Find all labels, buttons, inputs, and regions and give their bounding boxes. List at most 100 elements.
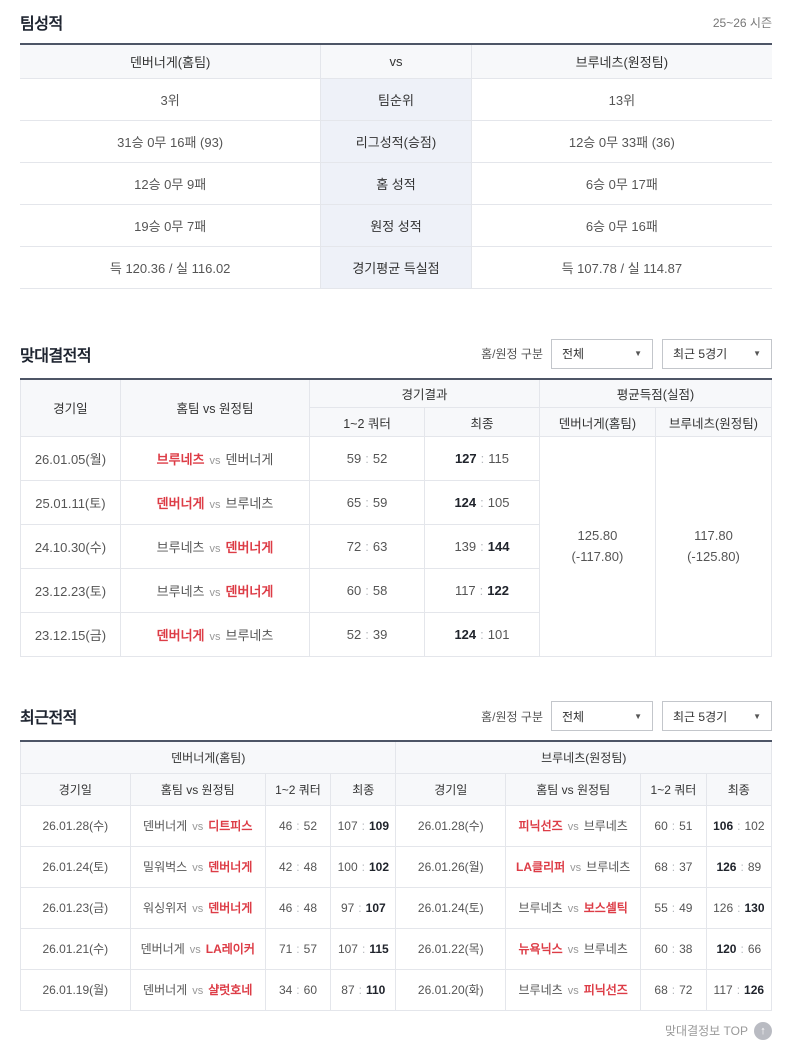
vs-label: vs [209,631,221,643]
recent-game-count-filter-select[interactable]: 최근 5경기 ▼ [662,701,772,731]
quarter-score-cell: 60:51 [640,804,707,847]
score-separator: : [365,627,369,642]
away-final-score: 101 [487,627,510,642]
score-separator: : [671,900,676,915]
away-team-group-header: 브루네츠(원정팀) [395,741,772,774]
matchup-cell: 피닉선즈 vs 브루네츠 [505,804,642,847]
home-quarter-score: 65 [346,495,362,510]
away-final-score: 130 [744,900,765,915]
matchup-cell: 덴버너게 vs 디트피스 [129,804,266,847]
away-final-score: 144 [487,539,510,554]
quarter-score-cell: 65:59 [309,480,426,525]
quarter-score-cell: 60:38 [640,927,707,970]
h2h-game-count-filter-select[interactable]: 최근 5경기 ▼ [662,338,772,369]
scroll-top-button[interactable]: ↑ [754,1021,772,1040]
team-stats-row: 12승 0무 9패 홈 성적 6승 0무 17패 [20,161,772,205]
match-date: 26.01.24(토) [395,886,507,929]
h2h-home-away-filter-select[interactable]: 전체 ▼ [551,338,653,369]
final-score-cell: 100:102 [330,845,397,888]
away-team-name: 덴버너게 [225,540,274,555]
chevron-down-icon: ▼ [753,711,761,721]
selected-value: 최근 5경기 [673,347,728,361]
match-date: 26.01.28(수) [20,804,131,847]
home-team-name: 피닉선즈 [518,819,563,833]
away-league-record: 12승 0무 33패 (36) [471,119,772,163]
final-score-cell: 126:89 [705,845,773,888]
home-team-name: 워싱위저 [143,901,188,915]
vs-header: vs [320,44,472,79]
team-stats-header-row: 덴버너게(홈팀) vs 브루네츠(원정팀) [20,44,772,79]
away-quarter-score: 49 [679,900,693,915]
away-quarter-score: 57 [303,941,317,956]
home-final-score: 124 [454,627,477,642]
match-date: 26.01.20(화) [395,968,507,1011]
h2h-row: 23.12.15(금) 덴버너게 vs 브루네츠 52:39 124:101 [20,612,772,657]
home-avg-column-header: 덴버너게(홈팀) [538,407,656,437]
score-separator: : [671,818,676,833]
away-quarter-score: 63 [372,539,388,554]
home-quarter-score: 59 [346,451,362,466]
home-final-score: 120 [716,941,737,956]
home-final-score: 139 [454,539,477,554]
final-score-cell: 87:110 [330,968,397,1011]
score-separator: : [358,900,362,915]
quarter-column-header: 1~2 쿼터 [309,407,426,437]
chevron-down-icon: ▼ [634,349,642,358]
h2h-row: 25.01.11(토) 덴버너게 vs 브루네츠 65:59 124:105 [20,480,772,525]
quarter-score-cell: 60:58 [309,568,426,613]
matchup-column-header: 홈팀 vs 원정팀 [505,773,642,806]
recent-row: 26.01.19(월) 덴버너게 vs 샬럿호네 34:60 87:110 26.0… [20,968,773,1011]
selected-value: 전체 [562,709,585,724]
score-separator: : [736,982,741,997]
vs-label: vs [192,821,204,833]
result-group-header: 경기결과 [309,378,540,408]
away-final-score: 110 [365,982,386,997]
score-separator: : [361,859,365,874]
score-separator: : [479,583,484,598]
score-separator: : [296,900,300,915]
score-separator: : [737,818,741,833]
quarter-score-cell: 52:39 [309,612,426,657]
away-quarter-score: 58 [372,583,388,598]
home-team-name: LA클리퍼 [516,860,566,874]
home-league-record: 31승 0무 16패 (93) [20,119,321,163]
home-team-name: 뉴욕닉스 [518,942,563,956]
away-final-score: 115 [488,451,509,466]
matchup-cell: 브루네츠 vs 덴버너게 [119,524,311,569]
recent-column-header-row: 경기일 홈팀 vs 원정팀 1~2 쿼터 최종 경기일 홈팀 vs 원정팀 1~… [20,773,773,806]
recent-home-away-filter-select[interactable]: 전체 ▼ [551,701,653,731]
quarter-score-cell: 34:60 [264,968,332,1011]
match-date: 26.01.19(월) [20,968,131,1011]
matchup-cell: 덴버너게 vs 브루네츠 [119,480,311,525]
head-to-head-section: 맞대결전적 홈/원정 구분 전체 ▼ 최근 5경기 ▼ 경기일 홈팀 vs 원정… [20,338,773,657]
away-team-name: 샬럿호네 [208,983,253,997]
home-avg-points: 125.80 [577,528,618,544]
score-separator: : [365,451,369,466]
final-score-cell: 107:109 [330,804,397,847]
match-date: 25.01.11(토) [20,480,121,525]
quarter-score-cell: 46:52 [264,804,332,847]
home-team-name: 덴버너게 [143,819,188,833]
final-score-cell: 107:115 [330,927,397,970]
recent-row: 26.01.23(금) 워싱위저 vs 덴버너게 46:48 97:107 26.0… [20,886,773,929]
stat-label: 홈 성적 [320,161,472,205]
score-separator: : [740,941,744,956]
away-team-name: 디트피스 [208,819,253,833]
vs-label: vs [567,903,579,915]
away-final-score: 109 [368,818,389,833]
home-team-name: 덴버너게 [156,496,205,511]
home-away-filter-label: 홈/원정 구분 [481,709,543,724]
home-team-header: 덴버너게(홈팀) [20,44,321,79]
away-avg-conceded: (-125.80) [687,548,740,564]
team-stats-section: 팀성적 25~26 시즌 덴버너게(홈팀) vs 브루네츠(원정팀) 3위 팀순… [20,10,772,289]
home-team-avg-cell: 125.80 (-117.80) [538,436,656,657]
score-separator: : [740,859,744,874]
avg-group-header: 평균득점(실점) [538,378,773,408]
recent-row: 26.01.28(수) 덴버너게 vs 디트피스 46:52 107:109 26.… [20,804,773,847]
score-separator: : [737,900,741,915]
away-avg-points: 117.80 [694,528,733,544]
h2h-filters: 홈/원정 구분 전체 ▼ 최근 5경기 ▼ [481,338,772,369]
matchup-cell: 덴버너게 vs 브루네츠 [119,612,311,657]
vs-label: vs [567,821,579,833]
away-quarter-score: 59 [372,495,388,510]
